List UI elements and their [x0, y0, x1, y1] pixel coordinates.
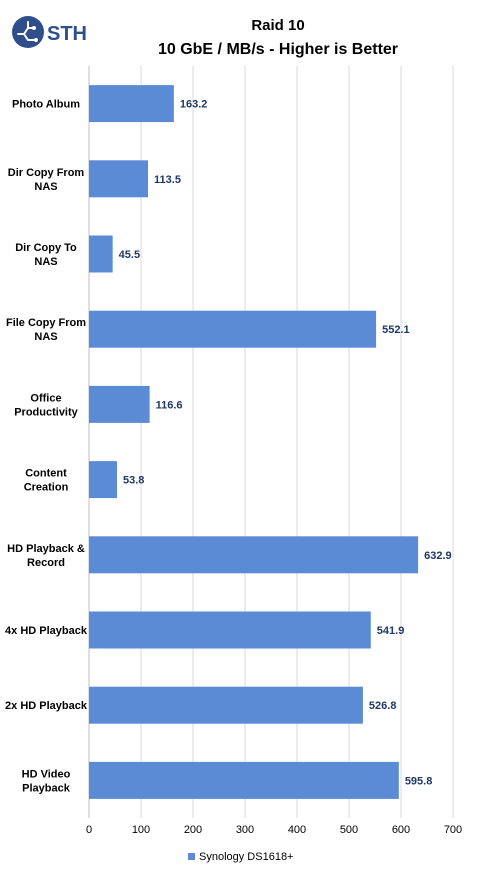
bar-8 [89, 686, 363, 724]
bar-4 [89, 385, 150, 423]
category-label-4-line-1: Productivity [14, 406, 78, 418]
value-label-1: 113.5 [154, 174, 181, 186]
chart-title-line-2: 10 GbE / MB/s - Higher is Better [158, 41, 398, 58]
category-label-6-line-1: Record [27, 557, 65, 569]
x-axis-ticks: 0 100 200 300 400 500 600 700 [86, 824, 462, 836]
category-label-4-line-0: Office [30, 392, 61, 404]
x-tick-label-200: 200 [184, 824, 202, 836]
value-label-2: 45.5 [119, 249, 140, 261]
category-label-9-line-0: HD Video [22, 768, 71, 780]
x-tick-label-600: 600 [392, 824, 410, 836]
value-label-5: 53.8 [123, 475, 144, 487]
x-tick-label-0: 0 [86, 824, 92, 836]
category-labels: Photo Album Dir Copy From NAS Dir Copy To NA… [5, 99, 88, 795]
legend-swatch [188, 853, 195, 860]
category-label-1-line-0: Dir Copy From [8, 167, 85, 179]
category-label-3-line-1: NAS [34, 331, 57, 343]
value-label-7: 541.9 [377, 625, 405, 637]
category-label-3-line-0: File Copy From [6, 317, 86, 329]
legend: Synology DS1618+ [188, 851, 293, 863]
bar-2 [89, 235, 113, 273]
category-label-2-line-1: NAS [34, 256, 57, 268]
logo-circuit-icon [17, 21, 37, 41]
category-label-9-line-1: Playback [22, 782, 71, 794]
bar-0 [89, 85, 174, 123]
value-label-0: 163.2 [180, 99, 208, 111]
category-label-6-line-0: HD Playback & [7, 543, 85, 555]
category-label-7-line-0: 4x HD Playback [5, 625, 88, 637]
value-label-3: 552.1 [382, 324, 410, 336]
bars [89, 85, 419, 799]
value-label-6: 632.9 [424, 550, 452, 562]
bar-6 [89, 536, 419, 574]
category-label-0-line-0: Photo Album [12, 99, 80, 111]
category-label-1-line-1: NAS [34, 181, 57, 193]
logo-text: STH [47, 23, 87, 45]
chart-title: Raid 10 10 GbE / MB/s - Higher is Better [158, 17, 398, 58]
category-label-8-line-0: 2x HD Playback [5, 700, 88, 712]
bar-7 [89, 611, 371, 649]
category-label-2-line-0: Dir Copy To [15, 242, 77, 254]
category-label-5-line-1: Creation [24, 482, 69, 494]
bar-3 [89, 310, 377, 348]
value-label-9: 595.8 [405, 775, 433, 787]
x-tick-label-700: 700 [444, 824, 462, 836]
bar-9 [89, 761, 399, 799]
sth-logo: STH [12, 16, 87, 48]
x-tick-label-300: 300 [236, 824, 254, 836]
category-label-5-line-0: Content [25, 468, 67, 480]
x-tick-label-100: 100 [132, 824, 150, 836]
chart-title-line-1: Raid 10 [251, 17, 304, 34]
x-tick-label-500: 500 [340, 824, 358, 836]
value-label-4: 116.6 [156, 399, 183, 411]
value-label-8: 526.8 [369, 700, 397, 712]
bar-5 [89, 461, 117, 499]
x-tick-label-400: 400 [288, 824, 306, 836]
legend-label: Synology DS1618+ [199, 851, 293, 863]
value-labels: 163.2 113.5 45.5 552.1 116.6 53.8 632.9 541.9 52… [119, 99, 452, 788]
bar-1 [89, 160, 149, 198]
